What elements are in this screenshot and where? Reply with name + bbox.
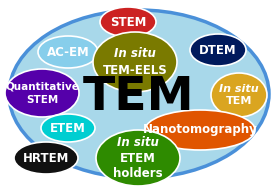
Text: ETEM: ETEM — [120, 152, 156, 164]
Ellipse shape — [14, 142, 78, 174]
Text: AC-EM: AC-EM — [47, 46, 89, 59]
Ellipse shape — [38, 36, 98, 68]
Text: STEM: STEM — [26, 95, 58, 105]
Text: HRTEM: HRTEM — [23, 152, 69, 164]
Text: Nanotomography: Nanotomography — [143, 123, 257, 136]
Text: STEM: STEM — [110, 15, 146, 29]
Ellipse shape — [145, 110, 255, 150]
Ellipse shape — [9, 10, 269, 178]
Text: holders: holders — [113, 167, 163, 180]
Text: TEM-EELS: TEM-EELS — [103, 64, 167, 77]
Text: In situ: In situ — [219, 84, 259, 94]
Ellipse shape — [211, 73, 267, 117]
Text: DTEM: DTEM — [199, 43, 237, 57]
Text: ETEM: ETEM — [50, 122, 86, 135]
Text: In situ: In situ — [117, 136, 159, 149]
Ellipse shape — [190, 34, 246, 66]
Ellipse shape — [93, 32, 177, 92]
Text: TEM: TEM — [83, 74, 195, 119]
Text: In situ: In situ — [114, 47, 156, 60]
Ellipse shape — [100, 7, 156, 37]
Ellipse shape — [5, 69, 79, 117]
Text: TEM: TEM — [226, 96, 252, 106]
Text: Quantitative: Quantitative — [5, 81, 79, 91]
Ellipse shape — [96, 130, 180, 186]
Ellipse shape — [41, 114, 95, 142]
